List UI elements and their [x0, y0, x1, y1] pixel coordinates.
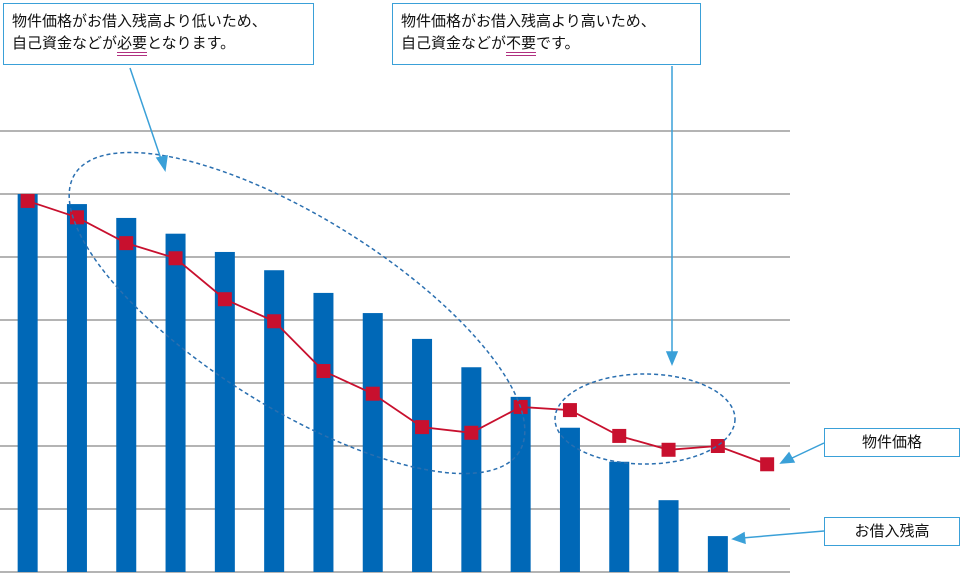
- callout: 物件価格がお借入残高より低いため、 自己資金などが必要となります。: [3, 3, 314, 65]
- marker: [661, 442, 676, 457]
- bar: [707, 536, 728, 572]
- text: です。: [536, 34, 580, 52]
- legend-entry: 物件価格: [824, 428, 960, 457]
- bar: [461, 367, 482, 572]
- marker: [710, 439, 725, 453]
- dashed-ellipse: [554, 373, 736, 465]
- bar: [559, 427, 580, 572]
- marker: [217, 292, 232, 307]
- arrow: [741, 530, 825, 539]
- dashed-ellipse: [68, 151, 526, 475]
- bar: [658, 500, 679, 572]
- bar: [116, 217, 137, 572]
- marker: [612, 428, 627, 443]
- text: となります。: [147, 34, 236, 52]
- marker: [562, 403, 577, 418]
- arrowhead: [155, 155, 168, 173]
- marker: [69, 210, 84, 225]
- marker: [267, 314, 282, 329]
- callout: 物件価格がお借入残高より高いため、 自己資金などが不要です。: [392, 3, 701, 65]
- arrows: [129, 66, 825, 545]
- marker: [365, 386, 380, 401]
- bar: [362, 313, 383, 572]
- callout-line: 自己資金などが必要となります。: [12, 32, 305, 56]
- emphasis: 必要: [117, 34, 148, 56]
- legend-entry: お借入残高: [824, 517, 960, 546]
- marker: [20, 193, 35, 208]
- bar: [510, 396, 531, 572]
- marker: [119, 236, 134, 251]
- bar: [17, 194, 38, 572]
- marker: [760, 457, 775, 472]
- bar: [214, 251, 235, 572]
- text: 自己資金などが: [401, 34, 507, 52]
- bar: [66, 204, 87, 572]
- callout-line: 物件価格がお借入残高より低いため、: [12, 12, 267, 30]
- bar: [313, 292, 334, 572]
- emphasis: 不要: [506, 34, 537, 56]
- arrow: [789, 442, 825, 460]
- bar: [412, 338, 433, 572]
- text: 自己資金などが: [12, 34, 118, 52]
- marker: [415, 420, 430, 435]
- marker: [464, 425, 479, 440]
- arrowhead: [779, 451, 796, 464]
- callout-line: 自己資金などが不要です。: [401, 32, 692, 56]
- marks: [17, 193, 775, 572]
- line: [27, 200, 768, 466]
- callout-line: 物件価格がお借入残高より高いため、: [401, 12, 656, 30]
- arrowhead: [731, 531, 746, 545]
- marker: [316, 364, 331, 379]
- arrow: [129, 67, 163, 163]
- bar: [165, 233, 186, 572]
- bar: [609, 461, 630, 572]
- marker: [168, 251, 183, 266]
- arrowhead: [665, 351, 679, 366]
- bar: [264, 270, 285, 572]
